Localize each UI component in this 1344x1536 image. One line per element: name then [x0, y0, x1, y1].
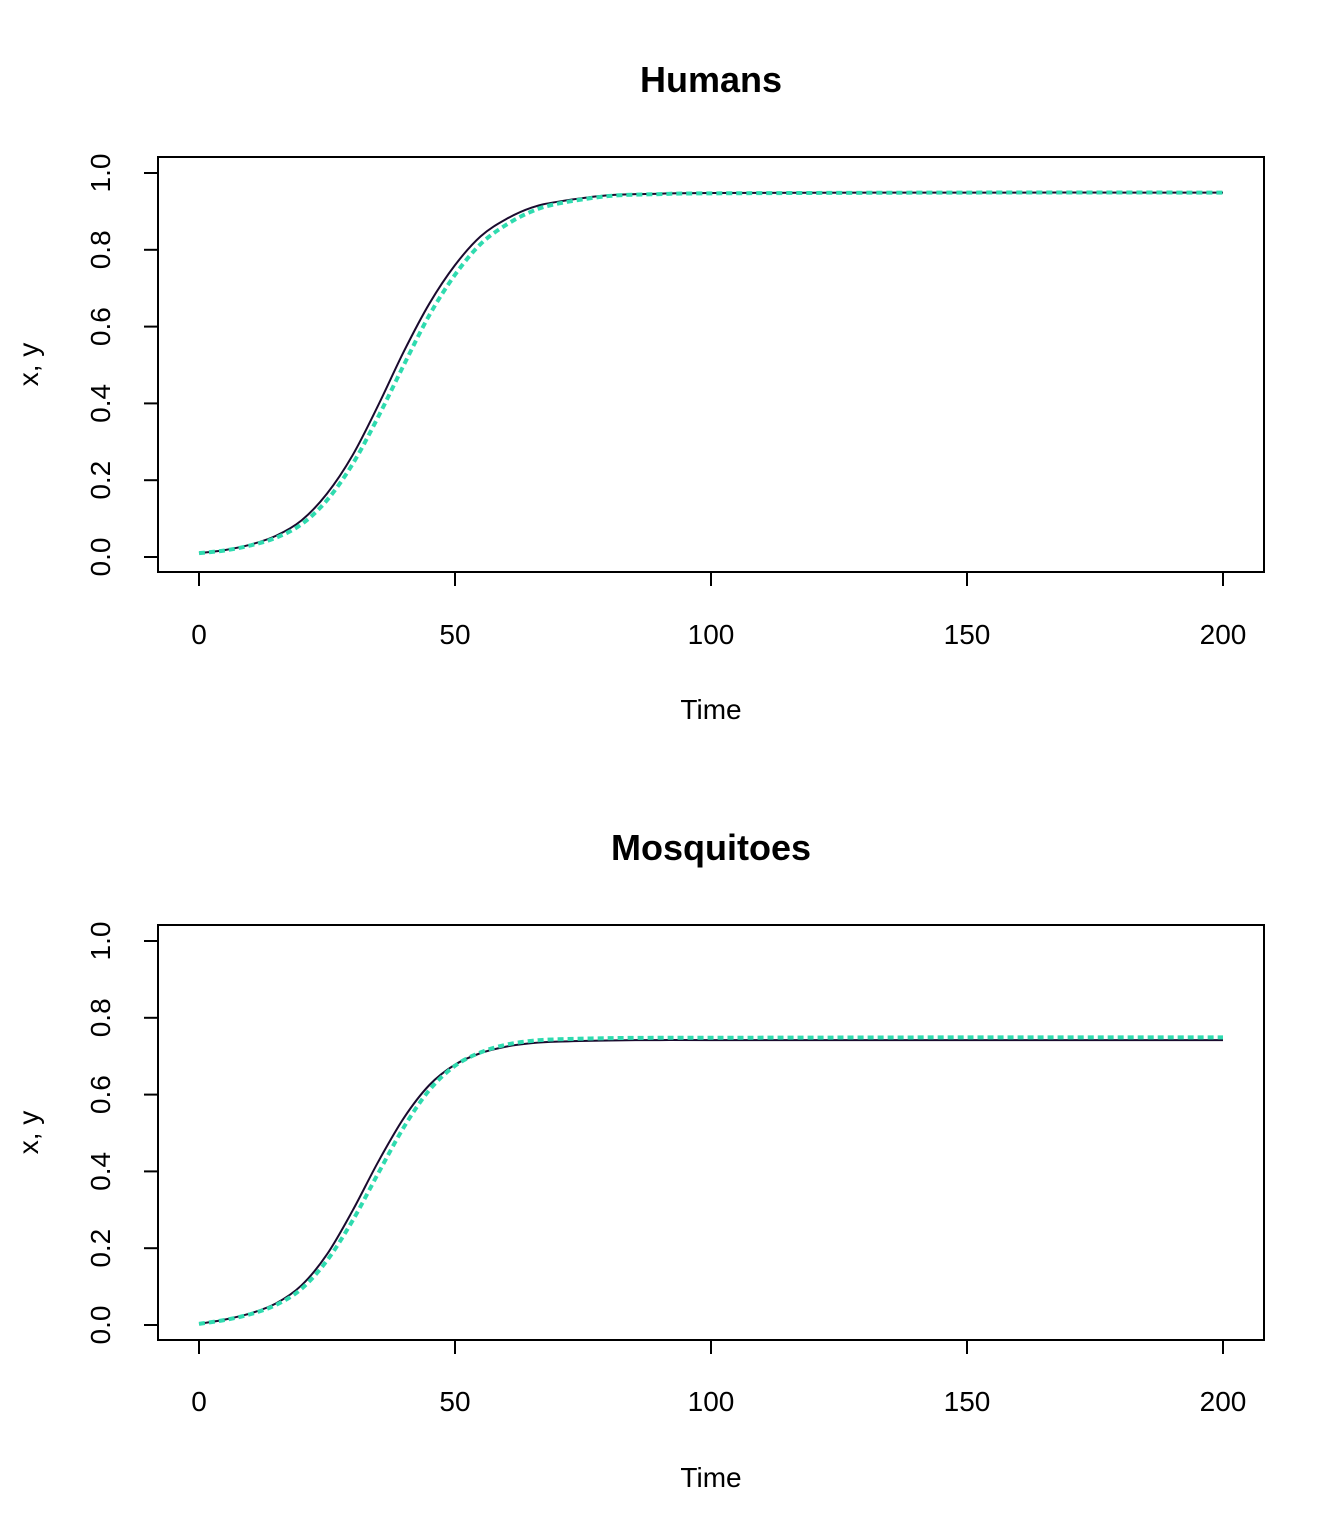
y-tick-label: 0.8 — [85, 998, 116, 1037]
series-line-dashed — [198, 1035, 1224, 1326]
y-axis-label: x, y — [13, 1111, 44, 1155]
chart-title: Humans — [640, 59, 782, 100]
plot-frame — [157, 156, 1265, 573]
x-axis-label: Time — [680, 694, 741, 725]
x-axis-label: Time — [680, 1462, 741, 1493]
x-tick-label: 200 — [1200, 619, 1247, 650]
x-tick-label: 0 — [191, 619, 207, 650]
plot-frame — [157, 924, 1265, 1341]
x-tick-label: 150 — [944, 1386, 991, 1417]
y-tick-label: 1.0 — [85, 154, 116, 193]
y-tick-label: 0.2 — [85, 1229, 116, 1268]
series-line-solid — [198, 1039, 1223, 1325]
x-tick-label: 0 — [191, 1386, 207, 1417]
chart-panel-2: Mosquitoes 0 50 100 150 200 0.0 0.2 0.4 0.6 0.8 1.0… — [13, 827, 1265, 1493]
x-tick-label: 200 — [1200, 1386, 1247, 1417]
series-line-dashed — [198, 190, 1224, 556]
chart-title: Mosquitoes — [611, 827, 811, 868]
x-tick-label: 50 — [439, 1386, 470, 1417]
y-tick-label: 0.6 — [85, 1075, 116, 1114]
x-tick-label: 100 — [688, 619, 735, 650]
x-tick-label: 100 — [688, 1386, 735, 1417]
y-tick-label: 0.0 — [85, 1306, 116, 1345]
y-tick-label: 0.6 — [85, 307, 116, 346]
y-tick-label: 0.0 — [85, 538, 116, 577]
y-tick-label: 0.2 — [85, 461, 116, 500]
chart-panel-1: Humans 0 50 100 150 200 0.0 0.2 0.4 0.6 0.8 1.0 Time… — [13, 59, 1265, 725]
y-tick-label: 0.8 — [85, 230, 116, 269]
x-tick-label: 150 — [944, 619, 991, 650]
y-tick-label: 0.4 — [85, 384, 116, 423]
y-tick-label: 0.4 — [85, 1152, 116, 1191]
y-tick-label: 1.0 — [85, 922, 116, 961]
y-axis-label: x, y — [13, 343, 44, 387]
series-line-solid — [198, 191, 1224, 555]
x-tick-label: 50 — [439, 619, 470, 650]
